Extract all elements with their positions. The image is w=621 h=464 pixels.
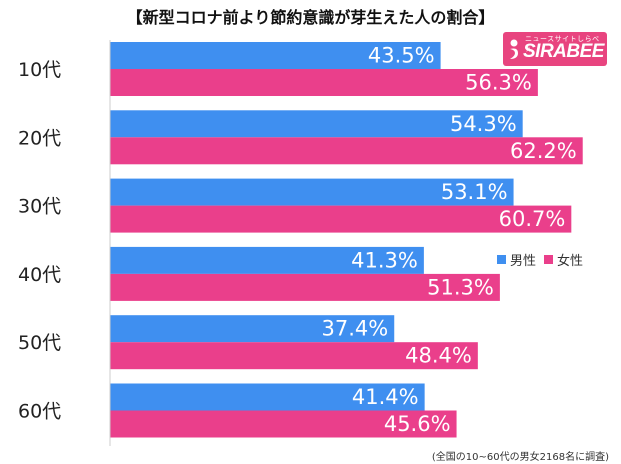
- legend-swatch-female: [544, 255, 554, 264]
- category-label: 50代: [18, 332, 61, 354]
- category-label: 60代: [18, 401, 61, 423]
- chart-title: 【新型コロナ前より節約意識が芽生えた人の割合】: [126, 8, 495, 27]
- legend-label-male: 男性: [510, 254, 537, 269]
- legend-swatch-male: [497, 255, 506, 264]
- category-label: 10代: [18, 59, 61, 81]
- category-label: 40代: [18, 264, 61, 286]
- bar-male: [110, 383, 425, 411]
- category-label: 20代: [18, 127, 61, 149]
- value-label-male: 54.3%: [450, 112, 517, 136]
- value-label-male: 53.1%: [441, 180, 508, 204]
- legend: 男性 女性: [497, 250, 583, 269]
- logo-subtitle: ニュースサイトしらべぇ: [525, 35, 600, 53]
- bar-male: [110, 110, 523, 138]
- value-label-female: 45.6%: [384, 412, 451, 436]
- value-label-male: 41.3%: [351, 248, 418, 272]
- bar-female: [110, 69, 538, 96]
- bar-female: [110, 342, 478, 370]
- survey-note: (全国の10~60代の男女2168名に調査): [431, 452, 609, 463]
- value-label-female: 48.4%: [405, 344, 472, 368]
- value-label-female: 62.2%: [510, 139, 577, 163]
- value-label-male: 43.5%: [368, 44, 435, 68]
- value-label-male: 37.4%: [322, 317, 389, 341]
- bar-male: [110, 246, 424, 274]
- logo-background: [503, 32, 607, 66]
- bar-male: [110, 315, 395, 343]
- logo-text: SIRABEE: [523, 41, 604, 62]
- bar-female: [110, 205, 572, 233]
- bar-female: [110, 410, 457, 438]
- legend-label-female: 女性: [557, 254, 584, 269]
- value-label-male: 41.4%: [352, 385, 419, 409]
- value-label-female: 51.3%: [427, 275, 494, 299]
- sirabee-logo: ニュースサイトしらべぇ SIRABEE: [503, 32, 607, 66]
- logo-mark-icon: [510, 39, 518, 59]
- bar-female: [110, 137, 583, 165]
- bar-male: [110, 42, 441, 69]
- bar-female: [110, 273, 500, 301]
- bar-male: [110, 178, 514, 206]
- value-label-female: 56.3%: [465, 71, 532, 95]
- category-label: 30代: [18, 196, 61, 218]
- value-label-female: 60.7%: [499, 207, 566, 231]
